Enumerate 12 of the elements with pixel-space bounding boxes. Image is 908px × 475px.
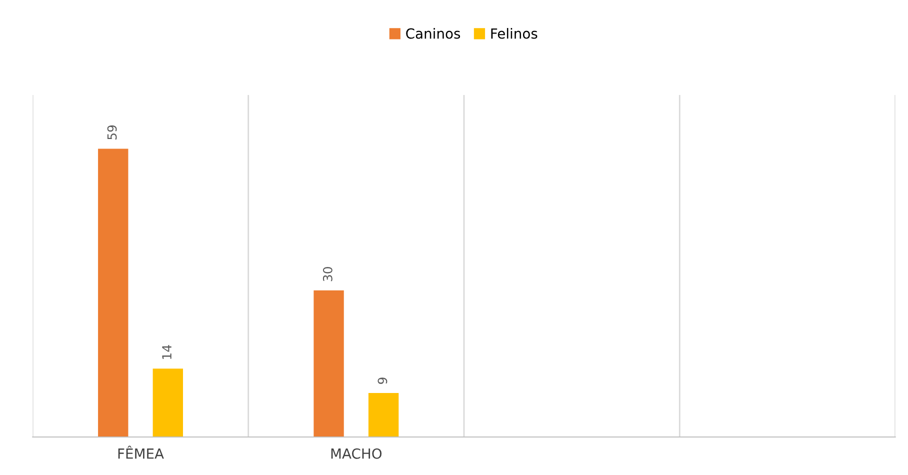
bar	[152, 368, 183, 437]
x-tick-label: MACHO	[331, 448, 382, 459]
x-tick-label: FÊMEA	[118, 446, 164, 459]
data-label: 9	[378, 378, 388, 384]
data-label: 14	[162, 345, 172, 359]
bar	[98, 148, 128, 437]
data-label: 59	[107, 125, 117, 140]
legend-label: Caninos	[406, 28, 460, 39]
bar	[368, 393, 399, 437]
data-label: 30	[322, 267, 332, 282]
legend-label: Felinos	[491, 28, 538, 39]
bar	[314, 290, 344, 437]
